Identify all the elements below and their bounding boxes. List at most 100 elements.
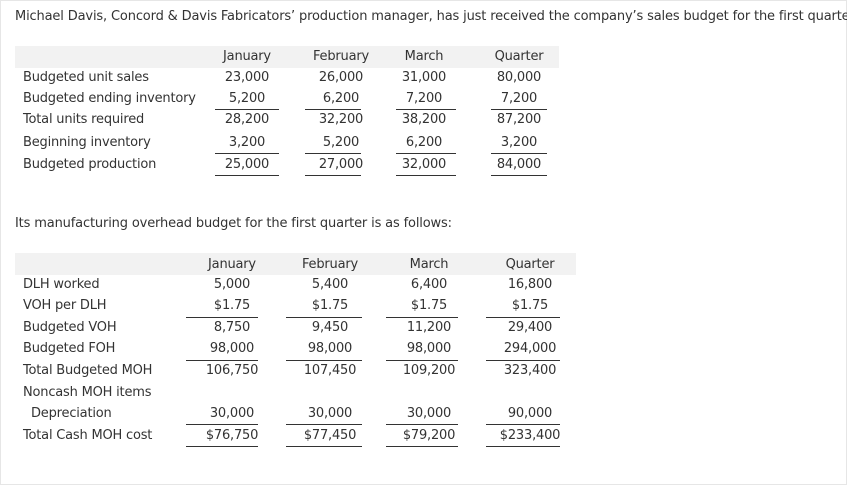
overhead-cell: 30,000 — [209, 406, 255, 421]
overhead-row-label: DLH worked — [23, 277, 100, 292]
overhead-row-label: Depreciation — [31, 406, 112, 421]
overhead-cell: $76,750 — [205, 428, 259, 443]
overhead-cell: 8,750 — [213, 320, 251, 335]
underline-rule — [286, 424, 362, 425]
underline-rule — [186, 424, 258, 425]
underline-rule — [386, 360, 458, 361]
production-cell: 7,200 — [500, 91, 538, 106]
overhead-cell: 107,450 — [303, 363, 357, 378]
overhead-header-january: January — [208, 257, 256, 272]
overhead-cell: 98,000 — [307, 341, 353, 356]
overhead-cell: 294,000 — [503, 341, 557, 356]
underline-rule — [386, 446, 458, 447]
overhead-row-label: Total Cash MOH cost — [23, 428, 153, 443]
overhead-cell: 5,400 — [311, 277, 349, 292]
production-cell: 7,200 — [405, 91, 443, 106]
overhead-cell: 29,400 — [507, 320, 553, 335]
production-header-february: February — [312, 49, 369, 64]
underline-rule — [486, 446, 560, 447]
production-row-label: Total units required — [23, 112, 145, 127]
production-cell: 3,200 — [228, 135, 266, 150]
overhead-cell: $1.75 — [311, 298, 349, 313]
overhead-header-february: February — [301, 257, 358, 272]
underline-rule — [396, 175, 456, 176]
production-cell: 32,200 — [318, 112, 364, 127]
underline-rule — [396, 109, 456, 110]
underline-rule — [386, 424, 458, 425]
production-cell: 6,200 — [322, 91, 360, 106]
production-cell: 5,200 — [228, 91, 266, 106]
production-cell: 32,000 — [401, 157, 447, 172]
production-cell: 31,000 — [401, 70, 447, 85]
overhead-cell: 323,400 — [503, 363, 557, 378]
underline-rule — [486, 360, 560, 361]
underline-rule — [305, 109, 361, 110]
overhead-row-label: Noncash MOH items — [23, 385, 152, 400]
production-row-label: Beginning inventory — [23, 135, 151, 150]
production-cell: 84,000 — [496, 157, 542, 172]
production-cell: 80,000 — [496, 70, 542, 85]
production-header-quarter: Quarter — [494, 49, 544, 64]
underline-rule — [286, 360, 362, 361]
production-cell: 23,000 — [224, 70, 270, 85]
overhead-cell: $233,400 — [499, 428, 561, 443]
underline-rule — [286, 446, 362, 447]
production-cell: 26,000 — [318, 70, 364, 85]
production-cell: 87,200 — [496, 112, 542, 127]
overhead-cell: 98,000 — [209, 341, 255, 356]
overhead-cell: 98,000 — [406, 341, 452, 356]
production-cell: 6,200 — [405, 135, 443, 150]
production-cell: 28,200 — [224, 112, 270, 127]
overhead-header-quarter: Quarter — [505, 257, 555, 272]
overhead-cell: $1.75 — [410, 298, 448, 313]
overhead-cell: $77,450 — [303, 428, 357, 443]
overhead-row-label: Total Budgeted MOH — [23, 363, 153, 378]
overhead-cell: 9,450 — [311, 320, 349, 335]
underline-rule — [215, 109, 279, 110]
underline-rule — [305, 153, 361, 154]
overhead-row-label: Budgeted FOH — [23, 341, 116, 356]
production-cell: 5,200 — [322, 135, 360, 150]
underline-rule — [186, 446, 258, 447]
production-cell: 3,200 — [500, 135, 538, 150]
production-cell: 38,200 — [401, 112, 447, 127]
underline-rule — [215, 175, 279, 176]
overhead-cell: $1.75 — [511, 298, 549, 313]
overhead-cell: 11,200 — [406, 320, 452, 335]
production-header-january: January — [223, 49, 271, 64]
overhead-cell: 90,000 — [507, 406, 553, 421]
underline-rule — [186, 360, 258, 361]
overhead-cell: 30,000 — [406, 406, 452, 421]
underline-rule — [386, 317, 458, 318]
overhead-cell: $79,200 — [402, 428, 456, 443]
overhead-cell: $1.75 — [213, 298, 251, 313]
overhead-cell: 106,750 — [205, 363, 259, 378]
intro-text: Michael Davis, Concord & Davis Fabricato… — [15, 9, 847, 24]
overhead-cell: 30,000 — [307, 406, 353, 421]
underline-rule — [486, 317, 560, 318]
intro2-text: Its manufacturing overhead budget for th… — [15, 216, 452, 231]
production-cell: 27,000 — [318, 157, 364, 172]
overhead-cell: 16,800 — [507, 277, 553, 292]
underline-rule — [396, 153, 456, 154]
overhead-row-label: VOH per DLH — [23, 298, 107, 313]
underline-rule — [491, 175, 547, 176]
production-row-label: Budgeted production — [23, 157, 157, 172]
underline-rule — [491, 109, 547, 110]
production-row-label: Budgeted ending inventory — [23, 91, 196, 106]
overhead-cell: 6,400 — [410, 277, 448, 292]
overhead-row-label: Budgeted VOH — [23, 320, 117, 335]
underline-rule — [286, 317, 362, 318]
underline-rule — [305, 175, 361, 176]
production-row-label: Budgeted unit sales — [23, 70, 149, 85]
production-header-band — [15, 46, 559, 68]
overhead-cell: 109,200 — [402, 363, 456, 378]
overhead-header-band — [15, 253, 576, 275]
underline-rule — [486, 424, 560, 425]
underline-rule — [186, 317, 258, 318]
production-header-march: March — [404, 49, 444, 64]
production-cell: 25,000 — [224, 157, 270, 172]
underline-rule — [215, 153, 279, 154]
overhead-cell: 5,000 — [213, 277, 251, 292]
underline-rule — [491, 153, 547, 154]
